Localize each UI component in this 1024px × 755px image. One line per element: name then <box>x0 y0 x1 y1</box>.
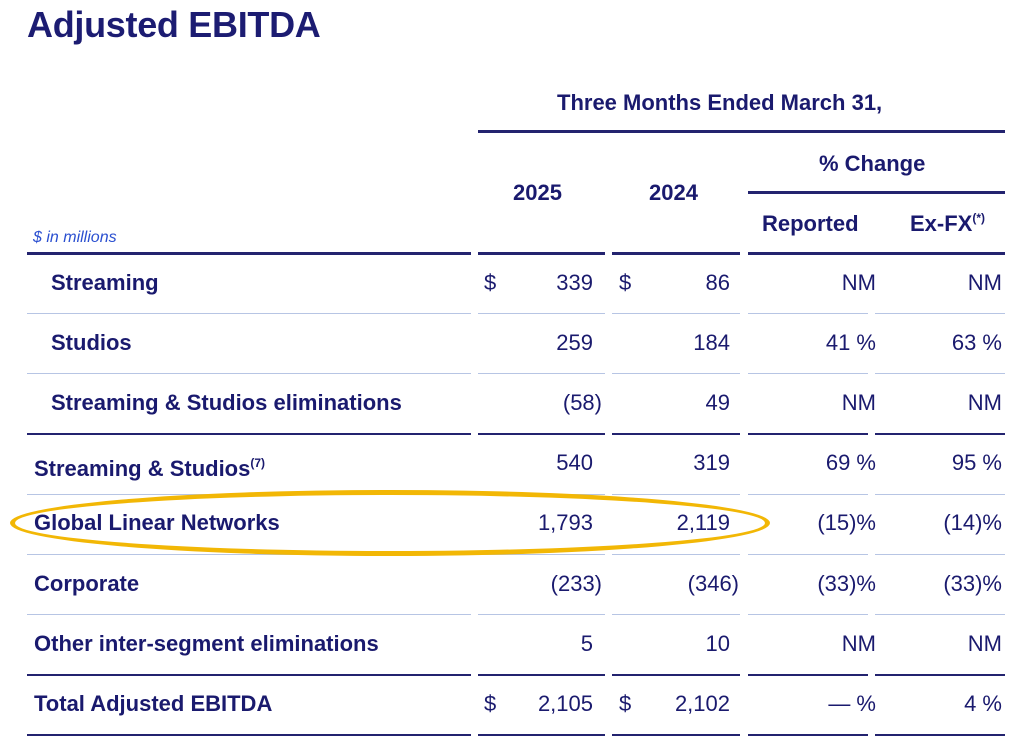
row-separator <box>748 614 868 615</box>
unit-note: $ in millions <box>33 229 117 246</box>
row-separator <box>748 554 868 555</box>
value-2024: 319 <box>693 450 730 475</box>
period-rule <box>478 130 1005 133</box>
row-label: Streaming & Studios eliminations <box>51 390 402 415</box>
reported-change: 69 % <box>825 450 876 475</box>
row-label: Corporate <box>34 571 140 596</box>
row-separator <box>875 373 1005 374</box>
exfx-change: NM <box>967 390 1002 415</box>
row-separator <box>612 614 740 615</box>
reported-change: 41 % <box>825 330 876 355</box>
row-separator <box>27 674 471 676</box>
row-separator <box>478 433 605 435</box>
row-separator <box>875 734 1005 736</box>
value-2024: 10 <box>705 631 730 656</box>
reported-header: Reported <box>762 211 859 236</box>
exfx-change: 4 % <box>964 691 1002 716</box>
row-separator <box>27 614 471 615</box>
value-2025: (233) <box>550 571 602 596</box>
value-2024: 184 <box>693 330 730 355</box>
reported-change: (33)% <box>817 571 876 596</box>
value-2024: (346) <box>687 571 739 596</box>
row-separator <box>612 433 740 435</box>
row-separator <box>748 373 868 374</box>
row-label: Streaming & Studios(7) <box>34 456 266 481</box>
exfx-change: 95 % <box>951 450 1002 475</box>
row-label: Studios <box>51 330 132 355</box>
exfx-change: (33)% <box>943 571 1002 596</box>
row-label: Other inter-segment eliminations <box>34 631 379 656</box>
exfx-header: Ex-FX(*) <box>910 211 986 236</box>
row-separator <box>875 494 1005 495</box>
row-separator <box>27 554 471 555</box>
value-2024: 86 <box>705 270 730 295</box>
row-separator <box>612 373 740 374</box>
row-separator <box>748 313 868 314</box>
row-separator <box>27 373 471 374</box>
highlight-ellipse <box>10 490 770 556</box>
row-separator <box>478 614 605 615</box>
dollar-sign-2025: $ <box>484 691 497 716</box>
exfx-change: NM <box>967 631 1002 656</box>
row-label: Total Adjusted EBITDA <box>34 691 273 716</box>
row-separator <box>478 734 605 736</box>
row-separator <box>748 433 868 435</box>
reported-change: NM <box>841 270 876 295</box>
value-2024: 2,102 <box>674 691 730 716</box>
year-2024-header: 2024 <box>649 180 698 205</box>
header-rule-pct <box>748 252 1005 255</box>
value-2025: (58) <box>562 390 602 415</box>
value-2025: 540 <box>556 450 593 475</box>
value-2025: 2,105 <box>537 691 593 716</box>
footnote-marker: (7) <box>250 456 266 470</box>
reported-change: — % <box>828 691 876 716</box>
row-separator <box>27 433 471 435</box>
row-separator <box>478 313 605 314</box>
row-separator <box>748 674 868 676</box>
row-separator <box>748 734 868 736</box>
row-separator <box>875 313 1005 314</box>
row-separator <box>612 313 740 314</box>
exfx-change: 63 % <box>951 330 1002 355</box>
dollar-sign-2025: $ <box>484 270 497 295</box>
year-2025-header: 2025 <box>513 180 562 205</box>
exfx-change: NM <box>967 270 1002 295</box>
reported-change: NM <box>841 631 876 656</box>
page-title: Adjusted EBITDA <box>27 4 321 45</box>
value-2025: 259 <box>556 330 593 355</box>
reported-change: NM <box>841 390 876 415</box>
row-separator <box>748 494 868 495</box>
row-separator <box>875 614 1005 615</box>
exfx-footnote-marker: (*) <box>972 211 986 225</box>
value-2025: 5 <box>580 631 593 656</box>
row-separator <box>478 674 605 676</box>
row-separator <box>612 734 740 736</box>
row-separator <box>612 554 740 555</box>
reported-change: (15)% <box>817 510 876 535</box>
row-separator <box>612 674 740 676</box>
row-separator <box>478 373 605 374</box>
header-rule-2024 <box>612 252 740 255</box>
pct-change-rule <box>748 191 1005 194</box>
row-separator <box>27 734 471 736</box>
period-header: Three Months Ended March 31, <box>557 90 883 115</box>
row-separator <box>875 433 1005 435</box>
value-2024: 49 <box>705 390 730 415</box>
row-separator <box>27 313 471 314</box>
row-separator <box>478 554 605 555</box>
dollar-sign-2024: $ <box>619 270 632 295</box>
row-separator <box>875 674 1005 676</box>
row-separator <box>612 494 740 495</box>
dollar-sign-2024: $ <box>619 691 632 716</box>
header-rule-2025 <box>478 252 605 255</box>
row-label: Streaming <box>51 270 159 295</box>
exfx-change: (14)% <box>943 510 1002 535</box>
header-rule-label <box>27 252 471 255</box>
pct-change-header: % Change <box>819 151 926 176</box>
value-2025: 339 <box>556 270 593 295</box>
row-separator <box>875 554 1005 555</box>
